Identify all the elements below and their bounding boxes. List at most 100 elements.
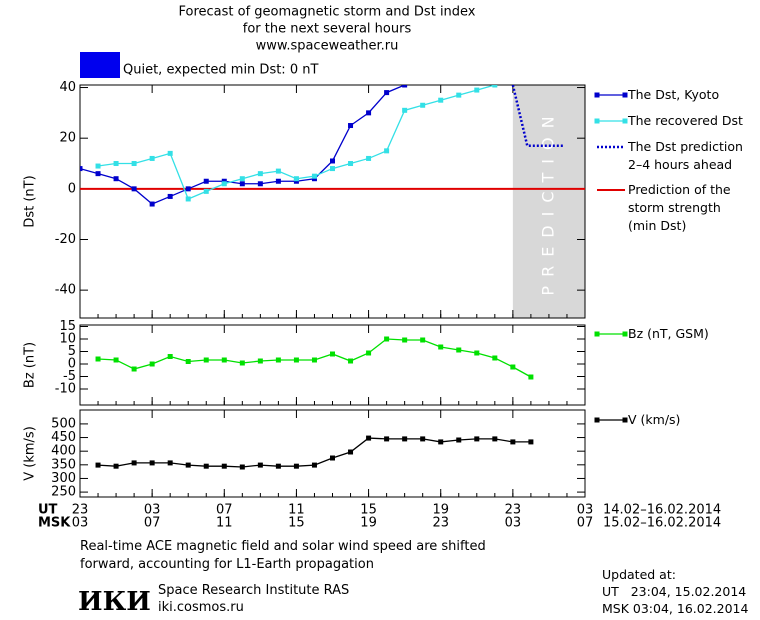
data-point <box>311 176 317 182</box>
plot-area <box>95 435 534 470</box>
data-point <box>131 366 137 372</box>
y-tick-label: 0 <box>68 357 76 372</box>
data-point <box>456 92 462 98</box>
prediction-label: PREDICTION <box>538 107 557 295</box>
data-point <box>474 350 480 356</box>
data-point <box>528 439 534 445</box>
y-tick-label: 5 <box>68 344 76 359</box>
x-tick-label: 11 <box>288 503 305 518</box>
x-tick-label: 19 <box>432 503 449 518</box>
data-point <box>203 357 209 363</box>
data-point <box>293 463 299 469</box>
y-tick-label: 400 <box>51 444 76 459</box>
title: Forecast of geomagnetic storm and Dst in… <box>178 5 475 20</box>
data-point <box>402 337 408 343</box>
institute: Space Research Institute RAS <box>158 583 350 598</box>
y-tick-label: 450 <box>51 430 76 445</box>
logo: ИКИ <box>78 587 151 617</box>
y-tick-label: -10 <box>55 382 76 397</box>
panel-frame <box>79 409 586 498</box>
data-point <box>149 155 155 161</box>
ut-dates: 14.02–16.02.2014 <box>603 503 721 518</box>
legend-marker <box>594 331 600 337</box>
data-point <box>456 347 462 353</box>
data-point <box>293 178 299 184</box>
data-point <box>131 161 137 167</box>
y-tick-label: 500 <box>51 416 76 431</box>
data-point <box>420 436 426 442</box>
msk-dates: 15.02–16.02.2014 <box>603 516 721 531</box>
data-point <box>384 148 390 154</box>
data-point <box>402 85 408 88</box>
data-point <box>185 462 191 468</box>
legend-label: Prediction of the storm strength (min Ds… <box>628 182 731 233</box>
data-point <box>95 462 101 468</box>
plot-area <box>95 336 534 380</box>
legend-label: Bz (nT, GSM) <box>628 326 709 341</box>
data-point <box>149 361 155 367</box>
data-point <box>113 463 119 469</box>
data-point <box>185 196 191 202</box>
data-point <box>167 150 173 156</box>
data-point <box>311 357 317 363</box>
legend-marker <box>622 331 628 337</box>
url: iki.cosmos.ru <box>158 600 244 615</box>
data-point <box>275 463 281 469</box>
data-point <box>348 123 354 129</box>
data-point <box>528 374 534 380</box>
data-point <box>420 337 426 343</box>
data-point <box>384 336 390 342</box>
data-point <box>113 357 119 363</box>
data-point <box>402 436 408 442</box>
data-point <box>492 355 498 361</box>
legend-marker <box>594 92 600 98</box>
data-point <box>402 107 408 113</box>
data-point <box>131 460 137 466</box>
data-point <box>95 171 101 177</box>
data-point <box>80 166 83 172</box>
y-tick-label: 10 <box>59 332 76 347</box>
x-tick-label: 03 <box>144 503 161 518</box>
y-tick-label: 40 <box>59 80 76 95</box>
x-tick-label: 03 <box>505 516 522 531</box>
x-tick-label: 03 <box>72 516 89 531</box>
data-point <box>257 181 263 187</box>
x-tick-label: 15 <box>288 516 305 531</box>
data-point <box>492 436 498 442</box>
data-point <box>366 110 372 116</box>
data-point <box>221 463 227 469</box>
y-axis-label: V (km/s) <box>23 426 38 481</box>
x-tick-label: 07 <box>144 516 161 531</box>
y-axis-label: Bz (nT) <box>23 342 38 388</box>
data-point <box>348 161 354 167</box>
updated-msk: MSK 03:04, 16.02.2014 <box>602 601 749 616</box>
series-line <box>511 85 564 148</box>
data-point <box>239 360 245 366</box>
data-point <box>149 460 155 466</box>
data-point <box>311 173 317 179</box>
data-point <box>492 85 498 88</box>
y-tick-label: 0 <box>68 181 76 196</box>
x-tick-label: 11 <box>216 516 233 531</box>
legend-label: The recovered Dst <box>628 113 743 128</box>
data-point <box>257 171 263 177</box>
y-tick-label: 15 <box>59 319 76 334</box>
data-point <box>474 87 480 93</box>
x-tick-label: 07 <box>216 503 233 518</box>
ut-label: UT <box>38 503 58 518</box>
data-point <box>330 351 335 357</box>
msk-label: MSK <box>38 516 71 531</box>
data-point <box>474 436 480 442</box>
updated: Updated at: <box>602 567 676 582</box>
y-tick-label: 300 <box>51 471 76 486</box>
y-tick-label: -5 <box>63 369 76 384</box>
y-tick-label: 350 <box>51 457 76 472</box>
data-point <box>203 188 209 194</box>
data-point <box>185 186 191 192</box>
data-point <box>185 359 191 364</box>
data-point <box>167 354 173 359</box>
legend-marker <box>622 118 628 124</box>
data-point <box>456 437 462 443</box>
